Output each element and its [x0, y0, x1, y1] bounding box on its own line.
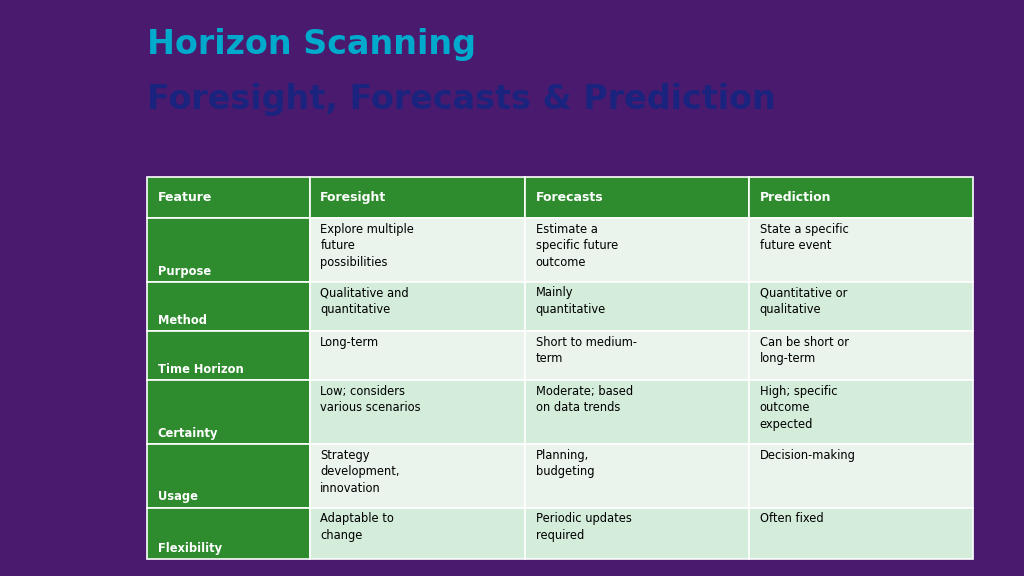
- Text: Quantitative or
qualitative: Quantitative or qualitative: [760, 286, 847, 316]
- Text: Short to medium-
term: Short to medium- term: [536, 336, 637, 365]
- Text: Periodic updates
required: Periodic updates required: [536, 512, 632, 541]
- Bar: [309, 218, 525, 282]
- Text: Usage: Usage: [158, 490, 198, 503]
- Text: Feature: Feature: [158, 191, 212, 204]
- Text: High; specific
outcome
expected: High; specific outcome expected: [760, 385, 838, 431]
- Bar: [309, 507, 525, 559]
- Text: Foresight: Foresight: [321, 191, 386, 204]
- Bar: [309, 177, 525, 218]
- Bar: [525, 507, 749, 559]
- Bar: [147, 282, 309, 331]
- Bar: [525, 381, 749, 444]
- Text: Flexibility: Flexibility: [158, 541, 222, 555]
- Text: Long-term: Long-term: [321, 336, 380, 348]
- Text: Forecasts: Forecasts: [536, 191, 603, 204]
- Text: Mainly
quantitative: Mainly quantitative: [536, 286, 606, 316]
- Text: Prediction: Prediction: [760, 191, 831, 204]
- Text: Moderate; based
on data trends: Moderate; based on data trends: [536, 385, 633, 414]
- Bar: [749, 177, 973, 218]
- Bar: [525, 218, 749, 282]
- Bar: [147, 331, 309, 381]
- Text: Low; considers
various scenarios: Low; considers various scenarios: [321, 385, 421, 414]
- Text: Strategy
development,
innovation: Strategy development, innovation: [321, 449, 399, 495]
- Text: Qualitative and
quantitative: Qualitative and quantitative: [321, 286, 409, 316]
- Text: Time Horizon: Time Horizon: [158, 363, 244, 376]
- Text: Horizon Scanning: Horizon Scanning: [147, 28, 476, 61]
- Bar: [309, 331, 525, 381]
- Bar: [525, 177, 749, 218]
- Bar: [525, 282, 749, 331]
- Bar: [147, 381, 309, 444]
- Text: Decision-making: Decision-making: [760, 449, 855, 461]
- Text: Certainty: Certainty: [158, 427, 218, 439]
- Bar: [749, 381, 973, 444]
- Text: Estimate a
specific future
outcome: Estimate a specific future outcome: [536, 223, 617, 269]
- Text: Purpose: Purpose: [158, 264, 211, 278]
- Text: Adaptable to
change: Adaptable to change: [321, 512, 394, 541]
- Bar: [749, 444, 973, 507]
- Bar: [749, 218, 973, 282]
- Bar: [147, 177, 309, 218]
- Bar: [309, 282, 525, 331]
- Text: Foresight, Forecasts & Prediction: Foresight, Forecasts & Prediction: [147, 84, 776, 116]
- Text: Explore multiple
future
possibilities: Explore multiple future possibilities: [321, 223, 414, 269]
- Bar: [147, 444, 309, 507]
- Text: Method: Method: [158, 314, 207, 327]
- Bar: [309, 381, 525, 444]
- Text: State a specific
future event: State a specific future event: [760, 223, 849, 252]
- Bar: [749, 331, 973, 381]
- Bar: [749, 507, 973, 559]
- Text: Often fixed: Often fixed: [760, 512, 823, 525]
- Bar: [147, 218, 309, 282]
- Bar: [525, 331, 749, 381]
- Bar: [147, 507, 309, 559]
- Bar: [749, 282, 973, 331]
- Bar: [309, 444, 525, 507]
- Text: Planning,
budgeting: Planning, budgeting: [536, 449, 594, 478]
- Bar: [525, 444, 749, 507]
- Text: Can be short or
long-term: Can be short or long-term: [760, 336, 849, 365]
